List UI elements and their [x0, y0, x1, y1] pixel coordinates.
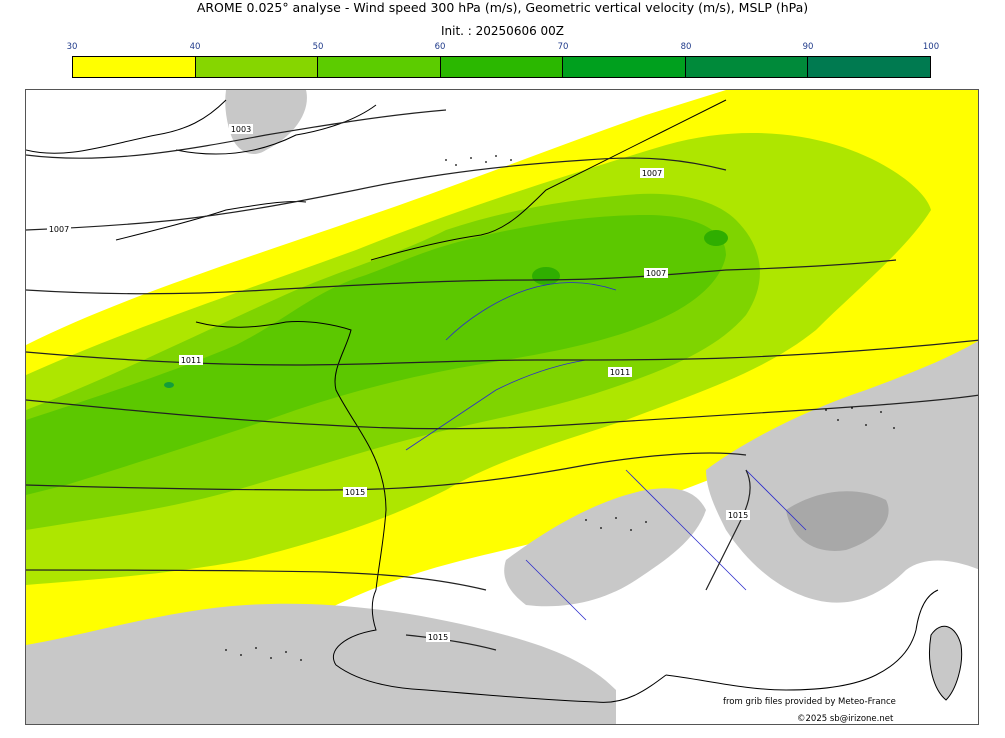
colorbar-tick-label: 40	[189, 42, 201, 52]
init-time-subtitle: Init. : 20250606 00Z	[440, 24, 565, 38]
colorbar-tick-label: 50	[312, 42, 324, 52]
data-source-credit: from grib files provided by Meteo-France	[723, 697, 896, 707]
colorbar-segment	[318, 57, 441, 77]
vertical-velocity-alps	[706, 341, 978, 603]
isobar-label: 1011	[610, 368, 630, 377]
isobar-label: 1007	[49, 225, 69, 234]
rivers	[405, 282, 807, 621]
colorbar-tick-label: 60	[434, 42, 446, 52]
isobar-label: 1003	[231, 125, 251, 134]
wind-max-spot	[164, 382, 174, 388]
weather-map[interactable]: 1003 1007 1007 1007 1011 1011 1015 1015 …	[25, 89, 979, 725]
wind-speed-colorbar	[72, 56, 931, 78]
wind-max-spot	[704, 230, 728, 246]
isobars	[26, 109, 978, 651]
colorbar-segment	[685, 57, 809, 77]
isobar-label: 1015	[728, 511, 748, 520]
vertical-velocity-uk	[225, 90, 307, 155]
colorbar-ticks: 30 40 50 60 70 80 90 100	[0, 42, 1005, 54]
colorbar-segment	[808, 57, 931, 77]
wind-max-spot	[532, 267, 560, 285]
colorbar-tick-label: 70	[557, 42, 569, 52]
isobar-label: 1007	[642, 169, 662, 178]
colorbar-segment	[563, 57, 686, 77]
map-canvas: 1003 1007 1007 1007 1011 1011 1015 1015 …	[26, 90, 978, 724]
colorbar-tick-label: 80	[680, 42, 692, 52]
isobar-label: 1011	[181, 356, 201, 365]
chart-title: AROME 0.025° analyse - Wind speed 300 hP…	[196, 0, 809, 15]
colorbar-segment	[73, 57, 196, 77]
vertical-velocity-dots	[225, 155, 895, 661]
vertical-velocity-core	[786, 491, 889, 551]
coastlines	[26, 99, 963, 703]
isobar-label: 1015	[345, 488, 365, 497]
copyright-credit: ©2025 sb@irizone.net	[797, 714, 894, 724]
isobar-label: 1015	[428, 633, 448, 642]
colorbar-segment	[440, 57, 564, 77]
colorbar-segment	[195, 57, 319, 77]
isobar-labels: 1003 1007 1007 1007 1011 1011 1015 1015 …	[47, 124, 750, 642]
colorbar-tick-label: 100	[922, 42, 940, 52]
vertical-velocity-massif	[504, 488, 706, 607]
wind-band-60-70	[26, 215, 726, 495]
colorbar-tick-label: 90	[802, 42, 814, 52]
isobar-label: 1007	[646, 269, 666, 278]
vertical-velocity-corsica	[929, 626, 962, 700]
colorbar-tick-label: 30	[66, 42, 78, 52]
